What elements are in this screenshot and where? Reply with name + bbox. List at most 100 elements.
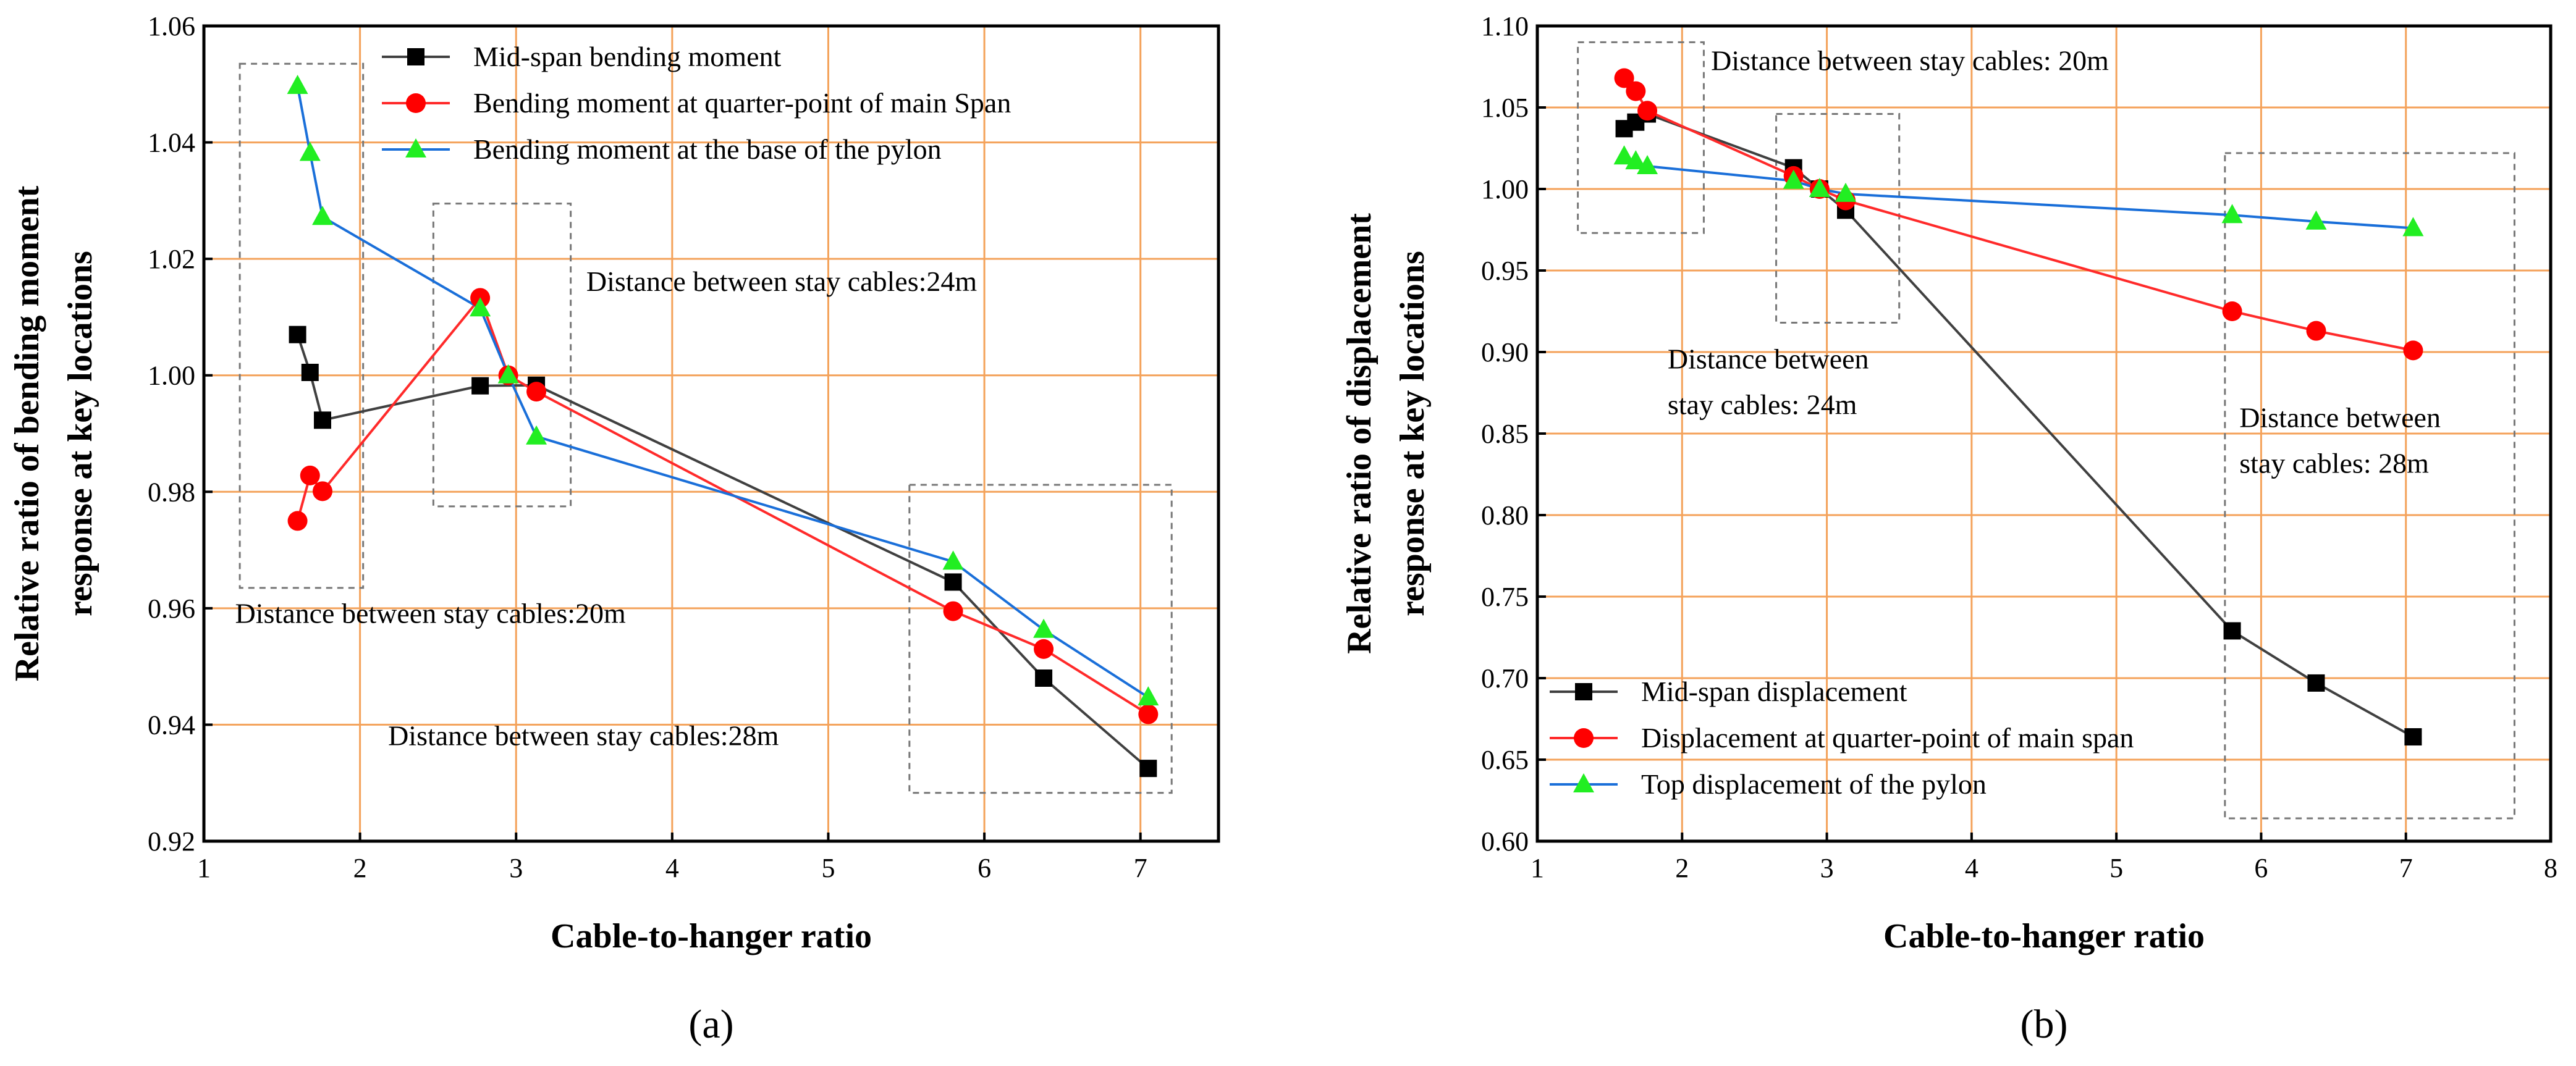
data-point-series-2	[1637, 101, 1658, 121]
legend-marker	[405, 138, 426, 157]
plot-frame	[202, 24, 1220, 843]
legend-marker	[1574, 728, 1594, 748]
x-tick-label: 2	[1675, 853, 1689, 883]
panel-label: (a)	[688, 1002, 733, 1047]
legend-label: Mid-span displacement	[1641, 676, 1907, 707]
y-tick-label: 1.05	[1481, 93, 1529, 123]
data-point-series-2	[1614, 68, 1634, 88]
data-point-series-1	[1035, 669, 1053, 687]
annotation-box	[239, 62, 365, 589]
x-tick-label: 4	[665, 853, 679, 883]
legend-marker	[407, 48, 424, 65]
annotation-text: Distance between stay cables:28m	[388, 720, 779, 751]
data-point-series-2	[2403, 340, 2423, 361]
data-point-series-1	[1139, 760, 1157, 778]
y-tick-label: 1.00	[1481, 174, 1529, 204]
x-tick-label: 3	[509, 853, 523, 883]
legend-label: Bending moment at quarter-point of main …	[473, 87, 1011, 119]
y-tick-label: 1.02	[148, 244, 195, 274]
y-tick-label: 0.75	[1481, 582, 1529, 612]
x-axis-title: Cable-to-hanger ratio	[551, 917, 872, 955]
y-tick-label: 0.90	[1481, 337, 1529, 367]
x-tick-label: 3	[1820, 853, 1834, 883]
data-point-series-3	[1809, 178, 1830, 197]
data-point-series-3	[1138, 686, 1159, 706]
legend: Mid-span displacement Displacement at qua…	[1550, 676, 2134, 800]
data-point-series-3	[287, 75, 308, 94]
legend-marker	[1575, 683, 1592, 700]
data-point-series-3	[942, 550, 964, 570]
data-point-series-2	[287, 511, 308, 531]
data-point-series-1	[471, 377, 489, 395]
legend: Mid-span bending moment Bending moment at…	[382, 41, 1011, 165]
data-point-series-3	[526, 425, 547, 445]
data-point-series-1	[313, 411, 331, 429]
annotation-text: stay cables: 24m	[1668, 388, 1857, 420]
data-point-series-1	[289, 325, 306, 343]
y-tick-label: 0.94	[148, 710, 195, 740]
data-point-series-3	[2402, 217, 2424, 237]
annotation-text: Distance between stay cables:20m	[235, 597, 626, 629]
series-line-1	[296, 334, 1149, 770]
legend-label: Displacement at quarter-point of main sp…	[1641, 722, 2134, 753]
annotation-text: stay cables: 28m	[2239, 447, 2429, 479]
data-point-series-3	[311, 206, 333, 225]
data-point-series-3	[470, 297, 491, 317]
x-tick-label: 7	[2399, 853, 2413, 883]
annotation-text: Distance between stay cables: 20m	[1711, 44, 2109, 76]
y-tick-label: 0.98	[148, 477, 195, 507]
series-line-2	[1623, 77, 2413, 352]
data-point-series-1	[2223, 622, 2241, 640]
legend-marker	[1573, 773, 1594, 792]
y-axis-title: response at key locations	[1393, 251, 1432, 616]
x-tick-label: 2	[353, 853, 367, 883]
data-point-series-1	[301, 364, 319, 381]
legend-label: Top displacement of the pylon	[1641, 768, 1987, 800]
data-point-series-2	[300, 465, 320, 485]
data-point-series-2	[1034, 639, 1054, 659]
annotation-box	[908, 484, 1173, 794]
y-tick-label: 0.80	[1481, 500, 1529, 531]
data-point-series-1	[2404, 728, 2422, 746]
x-tick-label: 1	[197, 853, 211, 883]
legend-label: Bending moment at the base of the pylon	[473, 133, 942, 165]
data-point-series-3	[1613, 145, 1635, 165]
y-axis-title: Relative ratio of displacement	[1340, 213, 1379, 654]
data-point-series-2	[943, 601, 963, 621]
annotation-text: Distance between	[2239, 401, 2441, 433]
annotation-text: Distance between stay cables:24m	[586, 266, 977, 297]
y-tick-label: 1.00	[148, 361, 195, 391]
data-point-series-1	[2307, 674, 2325, 692]
x-tick-label: 6	[978, 853, 991, 883]
x-tick-label: 8	[2544, 853, 2557, 883]
data-point-series-1	[944, 573, 962, 591]
annotation-box	[1577, 41, 1705, 234]
data-point-series-3	[497, 364, 519, 384]
y-tick-label: 1.06	[148, 11, 195, 41]
x-tick-label: 5	[2109, 853, 2123, 883]
data-point-series-2	[2306, 321, 2326, 341]
y-tick-label: 1.04	[148, 128, 195, 158]
x-tick-label: 7	[1134, 853, 1147, 883]
y-axis-title: response at key locations	[61, 251, 99, 616]
y-axis-title: Relative ratio of bending moment	[8, 185, 46, 681]
x-axis-title: Cable-to-hanger ratio	[1883, 917, 2205, 955]
data-point-series-2	[1626, 81, 1646, 101]
y-tick-label: 0.96	[148, 594, 195, 624]
x-tick-label: 6	[2254, 853, 2268, 883]
y-tick-label: 0.60	[1481, 826, 1529, 857]
series-line-3	[1623, 155, 2413, 230]
annotation-text: Distance between	[1668, 343, 1869, 374]
y-tick-label: 0.95	[1481, 256, 1529, 286]
legend-marker	[406, 93, 426, 113]
annotation-box	[2224, 152, 2515, 820]
data-point-series-2	[526, 382, 547, 402]
annotation-box	[432, 203, 572, 508]
data-point-series-3	[2221, 204, 2243, 224]
data-point-series-3	[299, 141, 321, 161]
data-point-series-2	[1138, 704, 1159, 724]
series-line-2	[296, 295, 1149, 716]
y-tick-label: 0.70	[1481, 663, 1529, 694]
data-point-series-3	[2305, 210, 2327, 230]
